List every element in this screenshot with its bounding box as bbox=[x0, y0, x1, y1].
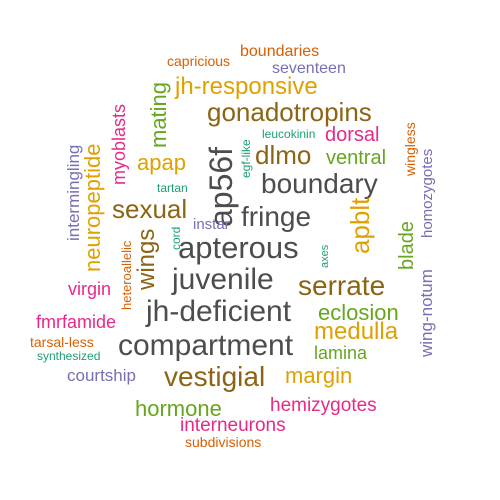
word-wing-notum: wing-notum bbox=[417, 269, 436, 357]
word-fmrfamide: fmrfamide bbox=[36, 312, 117, 332]
word-wingless: wingless bbox=[402, 122, 418, 176]
word-gonadotropins: gonadotropins bbox=[207, 97, 372, 127]
word-leucokinin: leucokinin bbox=[262, 127, 316, 141]
word-jh-responsive: jh-responsive bbox=[175, 73, 318, 100]
word-dorsal: dorsal bbox=[325, 124, 380, 146]
word-axes: axes bbox=[319, 244, 331, 268]
word-seventeen: seventeen bbox=[272, 60, 346, 77]
word-serrate: serrate bbox=[298, 270, 386, 301]
word-homozygotes: homozygotes bbox=[419, 148, 436, 238]
word-sexual: sexual bbox=[112, 194, 188, 224]
word-eclosion: eclosion bbox=[318, 300, 399, 325]
word-lamina: lamina bbox=[314, 343, 368, 363]
word-virgin: virgin bbox=[68, 279, 112, 299]
word-myoblasts: myoblasts bbox=[109, 103, 129, 185]
word-dlmo: dlmo bbox=[255, 140, 312, 170]
word-synthesized: synthesized bbox=[37, 349, 101, 363]
word-boundaries: boundaries bbox=[240, 43, 320, 60]
word-tartan: tartan bbox=[157, 181, 188, 195]
word-hormone: hormone bbox=[135, 396, 222, 421]
word-tarsal-less: tarsal-less bbox=[30, 334, 94, 350]
word-subdivisions: subdivisions bbox=[185, 434, 262, 450]
word-wings: wings bbox=[133, 228, 160, 290]
word-capricious: capricious bbox=[167, 53, 231, 69]
word-intermingling: intermingling bbox=[64, 144, 83, 241]
word-apterous: apterous bbox=[178, 230, 299, 265]
word-blade: blade bbox=[396, 221, 418, 270]
word-apblt: apblt bbox=[345, 197, 375, 254]
word-jh-deficient: jh-deficient bbox=[146, 295, 292, 328]
word-medulla: medulla bbox=[314, 318, 399, 345]
word-hemizygotes: hemizygotes bbox=[270, 395, 377, 416]
word-ventral: ventral bbox=[326, 147, 387, 169]
word-juvenile: juvenile bbox=[172, 263, 274, 296]
word-boundary: boundary bbox=[261, 168, 378, 199]
word-courtship: courtship bbox=[67, 366, 136, 385]
word-fringe: fringe bbox=[241, 201, 312, 232]
word-heteroallelic: heteroallelic bbox=[119, 240, 134, 310]
word-ap56f: ap56f bbox=[203, 146, 239, 227]
word-mating: mating bbox=[146, 81, 171, 148]
word-instar: instar bbox=[193, 216, 230, 233]
word-apap: apap bbox=[137, 150, 186, 175]
word-interneurons: interneurons bbox=[180, 415, 286, 436]
word-neuropeptide: neuropeptide bbox=[80, 143, 105, 272]
word-margin: margin bbox=[285, 363, 353, 388]
word-vestigial: vestigial bbox=[164, 361, 266, 392]
word-compartment: compartment bbox=[118, 329, 294, 362]
word-egf-like: egf-like bbox=[239, 139, 253, 178]
